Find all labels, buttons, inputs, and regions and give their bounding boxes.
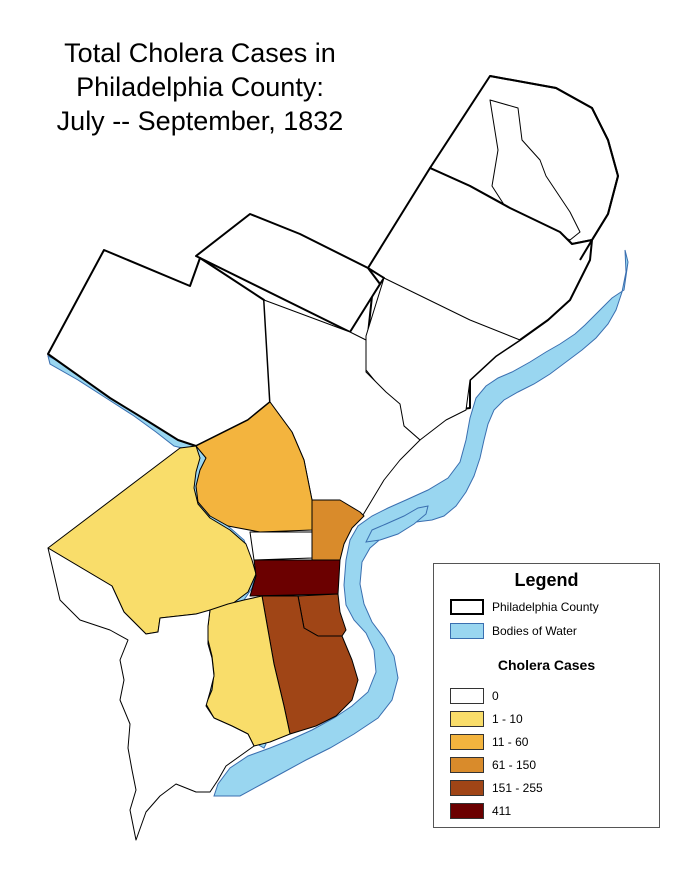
legend-row-water: Bodies of Water <box>450 623 577 639</box>
districts <box>47 75 619 841</box>
legend-swatch-water <box>450 623 484 639</box>
legend-label-water: Bodies of Water <box>492 624 577 638</box>
district-city <box>249 559 341 597</box>
legend-row-class-0: 0 <box>450 688 499 704</box>
delaware-river <box>213 249 629 797</box>
legend-label-class-5: 411 <box>492 804 512 818</box>
delaware-island <box>365 505 429 543</box>
legend-row-class-1: 1 - 10 <box>450 711 523 727</box>
district-spring-garden-strip <box>249 531 313 561</box>
district-kingsessing <box>47 547 255 841</box>
legend-label-class-2: 11 - 60 <box>492 735 529 749</box>
legend-label-class-3: 61 - 150 <box>492 758 537 772</box>
legend-label-class-1: 1 - 10 <box>492 712 523 726</box>
legend-label-class-0: 0 <box>492 689 499 703</box>
legend-row-class-2: 11 - 60 <box>450 734 528 750</box>
map-title-line-3: July -- September, 1832 <box>56 106 344 136</box>
district-roxborough <box>47 249 271 447</box>
legend-subtitle: Cholera Cases <box>497 657 596 673</box>
legend-swatch-class-5 <box>450 803 484 819</box>
legend-row-class-3: 61 - 150 <box>450 757 536 773</box>
legend-swatch-class-2 <box>450 734 484 750</box>
map-title: Total Cholera Cases in Philadelphia Coun… <box>20 36 380 138</box>
legend-label-class-4: 151 - 255 <box>492 781 543 795</box>
legend-swatch-class-0 <box>450 688 484 704</box>
legend-title: Legend <box>514 570 579 590</box>
legend-swatch-class-3 <box>450 757 484 773</box>
legend-swatch-class-4 <box>450 780 484 796</box>
legend-swatch-class-1 <box>450 711 484 727</box>
legend-row-class-5: 411 <box>450 803 511 819</box>
legend: Legend Philadelphia County Bodies of Wat… <box>433 563 660 828</box>
legend-label-county: Philadelphia County <box>492 600 599 614</box>
county-boundary <box>489 75 620 261</box>
map-title-line-1: Total Cholera Cases in <box>64 38 336 68</box>
legend-row-county: Philadelphia County <box>450 599 599 615</box>
legend-row-class-4: 151 - 255 <box>450 780 543 796</box>
legend-swatch-county <box>450 599 484 615</box>
district-moreland <box>489 99 581 241</box>
map-title-line-2: Philadelphia County: <box>76 72 324 102</box>
